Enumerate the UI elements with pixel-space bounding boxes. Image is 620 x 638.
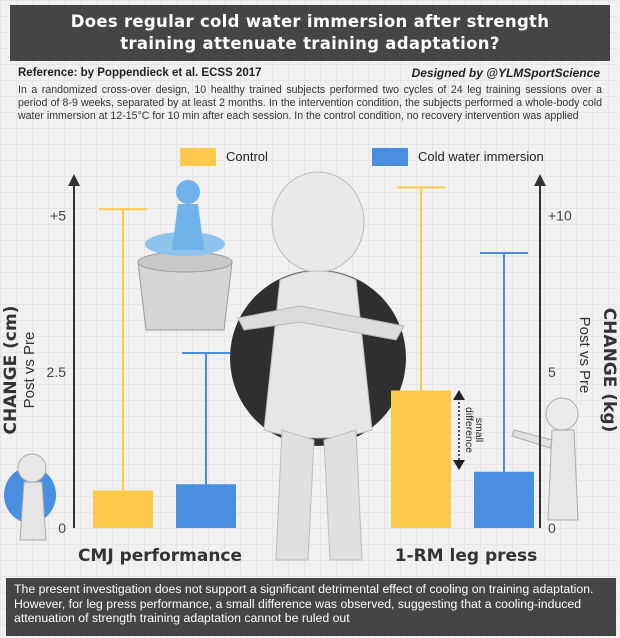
thinking-figure-illustration bbox=[4, 453, 56, 541]
y-tick-label: +5 bbox=[50, 208, 66, 224]
study-description: In a randomized cross-over design, 10 he… bbox=[18, 84, 602, 122]
bar-control bbox=[391, 390, 451, 528]
legend-label-control: Control bbox=[226, 149, 268, 164]
panel-title: 1-RM leg press bbox=[395, 546, 538, 566]
reference-text: Reference: by Poppendieck et al. ECSS 20… bbox=[18, 67, 262, 79]
y-axis-sublabel: Post vs Pre bbox=[21, 332, 38, 409]
y-tick-label: +10 bbox=[548, 208, 572, 224]
cold-water-bucket-illustration bbox=[137, 180, 233, 331]
y-axis-label: CHANGE (kg) bbox=[599, 308, 619, 433]
bar-cwi bbox=[176, 484, 236, 528]
designed-by-credit: Designed by @YLMSportScience bbox=[411, 66, 600, 80]
y-tick-label: 0 bbox=[548, 520, 556, 536]
bar-control bbox=[93, 490, 153, 528]
y-tick-label: 5 bbox=[548, 364, 556, 380]
annotation-line-2: difference bbox=[463, 407, 475, 453]
central-person-illustration bbox=[237, 171, 405, 561]
y-tick-label: 0 bbox=[58, 520, 66, 536]
panel-title: CMJ performance bbox=[78, 546, 242, 566]
legend-label-cwi: Cold water immersion bbox=[418, 149, 544, 164]
bar-cwi bbox=[474, 471, 534, 528]
y-axis-label: CHANGE (cm) bbox=[1, 306, 21, 435]
annotation-line-1: small bbox=[473, 418, 485, 443]
title-line-1: Does regular cold water immersion after … bbox=[70, 12, 550, 31]
pointing-figure-illustration bbox=[511, 397, 579, 521]
y-axis-sublabel: Post vs Pre bbox=[576, 317, 593, 394]
title-line-2: training attenuate training adaptation? bbox=[120, 34, 500, 53]
small-difference-annotation: small difference bbox=[453, 390, 485, 470]
conclusion-box: The present investigation does not suppo… bbox=[6, 578, 616, 636]
y-axis-arrow-1 bbox=[68, 174, 80, 186]
y-axis-arrow-2 bbox=[534, 174, 546, 186]
y-tick-label: 2.5 bbox=[47, 364, 67, 380]
title-banner: Does regular cold water immersion after … bbox=[10, 5, 610, 61]
legend-swatch-cwi bbox=[372, 148, 408, 166]
legend-swatch-control bbox=[180, 148, 216, 166]
